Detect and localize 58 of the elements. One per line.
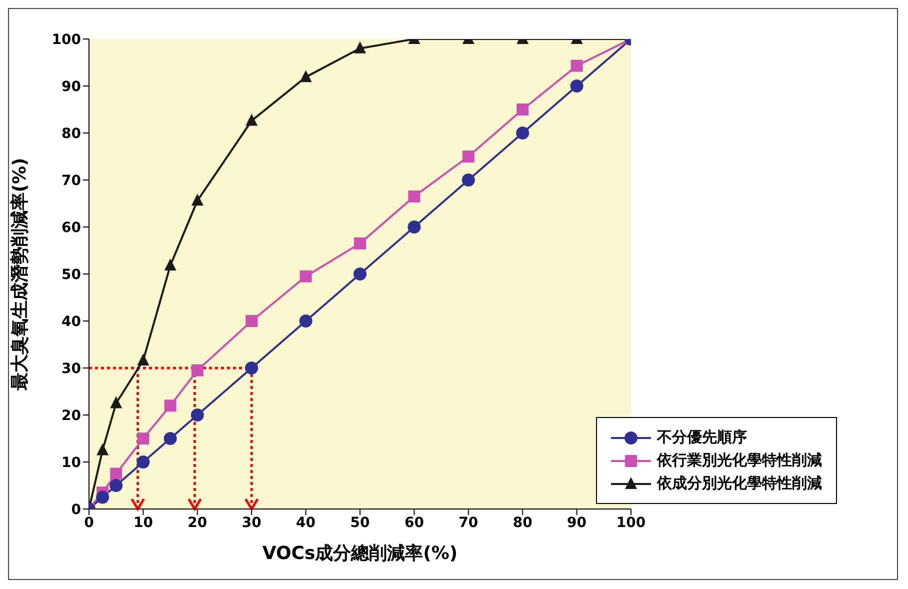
y-tick-label: 60: [62, 220, 82, 236]
y-tick-label: 30: [62, 360, 82, 377]
x-tick-label: 70: [458, 514, 478, 531]
legend-label: 不分優先順序: [657, 428, 747, 447]
point: [354, 237, 366, 250]
point: [164, 432, 177, 445]
point: [570, 60, 583, 72]
legend-label: 依行業別光化學特性削減: [657, 451, 822, 470]
point: [245, 362, 258, 374]
point: [246, 315, 258, 327]
point: [191, 364, 204, 376]
point: [354, 268, 366, 280]
point: [300, 270, 312, 282]
y-tick-label: 40: [62, 314, 82, 330]
point: [110, 479, 123, 492]
x-tick-label: 80: [512, 514, 533, 531]
x-tick-label: 90: [567, 514, 587, 531]
point: [96, 490, 110, 504]
point: [137, 432, 150, 444]
point: [191, 194, 204, 206]
y-tick-label: 50: [62, 266, 82, 283]
x-axis-title: VOCs成分總削減率(%): [262, 543, 458, 564]
legend-label: 依成分別光化學特性削減: [657, 474, 822, 493]
point: [190, 408, 204, 422]
point: [110, 396, 122, 408]
point: [462, 174, 475, 186]
y-tick-label: 20: [62, 408, 82, 424]
y-tick-label: 100: [52, 32, 82, 48]
point: [299, 314, 312, 328]
x-tick-label: 30: [242, 514, 262, 531]
point: [96, 443, 109, 456]
point: [516, 126, 530, 140]
y-axis-title: 最大臭氧生成潛勢削減率(%): [9, 158, 30, 392]
point: [408, 190, 420, 202]
point: [246, 114, 258, 126]
point: [110, 468, 122, 480]
x-tick-label: 0: [84, 514, 94, 531]
x-tick-label: 50: [350, 514, 370, 531]
point: [462, 150, 474, 162]
point: [164, 400, 176, 412]
y-tick-label: 70: [62, 172, 82, 189]
point: [164, 258, 176, 271]
point: [354, 41, 366, 54]
x-tick-label: 10: [133, 514, 154, 531]
x-tick-label: 100: [616, 514, 646, 531]
x-tick-label: 40: [296, 514, 316, 531]
y-tick-label: 90: [62, 78, 82, 95]
y-tick-label: 10: [62, 454, 82, 471]
x-tick-label: 60: [404, 514, 424, 531]
y-tick-label: 0: [71, 502, 82, 518]
point: [570, 80, 584, 92]
point: [300, 70, 312, 82]
point: [137, 353, 150, 366]
y-tick-label: 80: [62, 126, 82, 142]
point: [136, 456, 150, 468]
x-tick-label: 20: [188, 514, 208, 531]
point: [516, 104, 529, 116]
point: [408, 220, 421, 234]
